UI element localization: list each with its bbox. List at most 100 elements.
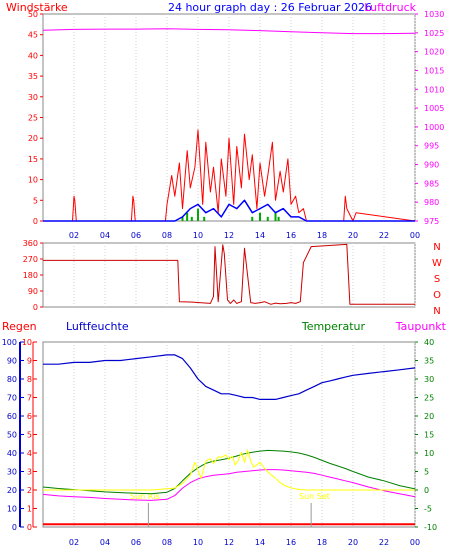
panel1-left-tick-label: 25 [28, 114, 38, 123]
rain-tick-label: 1 [27, 505, 32, 514]
panel3-x-tick-label: 20 [348, 538, 358, 547]
panel1-x-tick-label: 14 [255, 231, 265, 240]
panel1-x-tick-label: 02 [69, 231, 79, 240]
rain-tick-label: 9 [27, 357, 32, 366]
panel1-x-tick-label: 08 [162, 231, 172, 240]
panel3-x-tick-label: 08 [162, 538, 172, 547]
dewpoint-series [42, 469, 416, 501]
rain-bar [274, 212, 277, 221]
sunrise-annotation: Sun Ris [130, 492, 160, 501]
panel1-right-tick-label: 1020 [424, 48, 444, 57]
bottom-left-label-humidity: Luftfeuchte [66, 320, 129, 333]
temp-tick-label: 5 [424, 468, 429, 477]
humidity-tick-label: 30 [7, 468, 17, 477]
panel1-right-tick-label: 975 [424, 217, 439, 226]
panel3-x-tick-label: 02 [69, 538, 79, 547]
panel2-compass-letter: W [432, 258, 442, 269]
chart-title: 24 hour graph day : 26 Februar 2026 [168, 1, 372, 14]
panel1-right-tick-label: 1000 [424, 123, 444, 132]
temp-tick-label: 35 [424, 357, 434, 366]
panel1-left-tick-label: 10 [28, 176, 38, 185]
temperature-series [42, 449, 416, 495]
panel1-x-tick-label: 12 [224, 231, 234, 240]
rain-tick-label: 8 [27, 375, 32, 384]
panel1-right-tick-label: 985 [424, 179, 439, 188]
panel1-x-tick-label: 20 [348, 231, 358, 240]
humidity-tick-label: 50 [7, 431, 17, 440]
panel1-right-tick-label: 1015 [424, 66, 444, 75]
rain-bar [259, 212, 261, 221]
rain-tick-label: 0 [27, 523, 32, 532]
temp-tick-label: 0 [424, 486, 429, 495]
temp-tick-label: 15 [424, 431, 434, 440]
panel2-left-tick-label: 90 [28, 287, 38, 296]
panel1-left-tick-label: 15 [28, 155, 38, 164]
rain-tick-label: 3 [27, 468, 32, 477]
panel1-left-tick-label: 30 [28, 93, 38, 102]
panel3-x-tick-label: 12 [224, 538, 234, 547]
panel2-left-tick-label: 180 [23, 271, 38, 280]
panel1-right-tick-label: 990 [424, 161, 439, 170]
rain-tick-label: 5 [27, 431, 32, 440]
rain-bar [277, 216, 280, 221]
panel3-x-tick-label: 22 [379, 538, 389, 547]
rain-bar [266, 216, 269, 221]
pressure-series [42, 28, 416, 35]
panel2-left-tick-label: 0 [33, 303, 38, 312]
panel2-compass-letter: N [433, 242, 440, 253]
panel2-compass-letter: S [434, 274, 440, 285]
panel1-frame [42, 13, 416, 222]
panel1-right-tick-label: 995 [424, 142, 439, 151]
panel2-left-tick-label: 360 [23, 239, 38, 248]
panel3-x-tick-label: 14 [255, 538, 265, 547]
humidity-tick-label: 90 [7, 357, 17, 366]
rain-bar [186, 212, 189, 221]
winddir-series [43, 243, 415, 305]
panel1-left-tick-label: 0 [33, 217, 38, 226]
humidity-tick-label: 10 [7, 505, 17, 514]
top-right-label: Luftdruck [364, 1, 416, 14]
panel1-x-tick-label: 06 [131, 231, 141, 240]
bottom-right-label-dewpoint: Taupunkt [395, 320, 447, 333]
temp-tick-label: 20 [424, 412, 434, 421]
rain-bar [181, 216, 184, 221]
rain-bar [203, 216, 206, 221]
humidity-tick-label: 0 [12, 523, 17, 532]
panel1-x-tick-label: 18 [317, 231, 327, 240]
panel2-left-tick-label: 270 [23, 255, 38, 264]
rain-tick-label: 10 [22, 338, 32, 347]
humidity-series [43, 354, 416, 400]
panel3-x-tick-label: 16 [286, 538, 296, 547]
panel1-left-tick-label: 40 [28, 51, 38, 60]
temp-tick-label: 30 [424, 375, 434, 384]
panel1-left-tick-label: 20 [28, 134, 38, 143]
top-left-label: Windstärke [6, 1, 68, 14]
rain-tick-label: 6 [27, 412, 32, 421]
panel2-compass-letter: N [433, 306, 440, 317]
panel1-x-tick-label: 00 [410, 231, 420, 240]
panel1-right-tick-label: 1030 [424, 10, 444, 19]
humidity-tick-label: 40 [7, 449, 17, 458]
panel1-left-tick-label: 5 [33, 196, 38, 205]
panel1-left-tick-label: 50 [28, 10, 38, 19]
panel1-left-tick-label: 45 [28, 31, 38, 40]
rain-bar [190, 216, 193, 221]
gust-series [43, 129, 416, 222]
temp-tick-label: -5 [424, 505, 432, 514]
panel1-right-tick-label: 1005 [424, 104, 444, 113]
temp-tick-label: 10 [424, 449, 434, 458]
humidity-tick-label: 60 [7, 412, 17, 421]
rain-tick-label: 7 [27, 394, 32, 403]
humidity-tick-label: 20 [7, 486, 17, 495]
panel3-x-tick-label: 06 [131, 538, 141, 547]
panel1-x-tick-label: 04 [100, 231, 110, 240]
sunset-annotation: Sun Set [299, 492, 330, 501]
humidity-tick-label: 70 [7, 394, 17, 403]
solar-series [43, 449, 415, 491]
temp-tick-label: -10 [424, 523, 437, 532]
panel3-x-tick-label: 18 [317, 538, 327, 547]
panel3-x-tick-label: 10 [193, 538, 203, 547]
panel2-compass-letter: O [433, 290, 441, 301]
temp-tick-label: 25 [424, 394, 434, 403]
